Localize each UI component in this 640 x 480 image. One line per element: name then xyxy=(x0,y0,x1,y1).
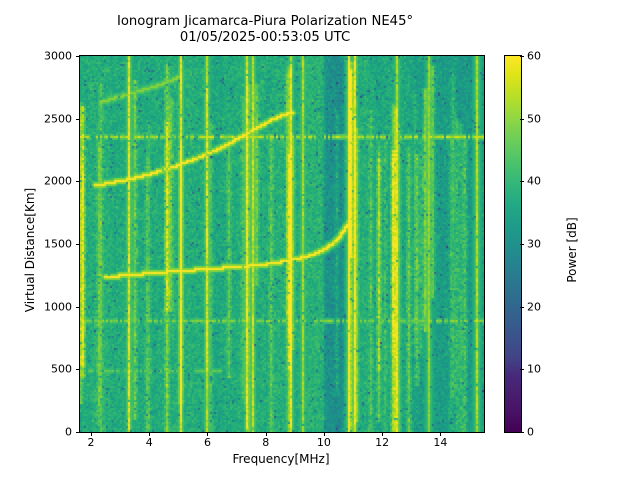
y-tick-label: 0 xyxy=(65,425,72,439)
x-tick-label: 8 xyxy=(262,436,270,449)
x-tick-mark xyxy=(207,432,209,436)
x-tick-mark xyxy=(440,432,442,436)
y-tick-label: 1000 xyxy=(44,300,72,314)
x-tick-label: 14 xyxy=(433,436,448,449)
x-tick-mark xyxy=(149,432,151,436)
x-tick-mark xyxy=(382,432,384,436)
colorbar-tick-label: 60 xyxy=(527,49,541,63)
x-tick-mark xyxy=(323,432,325,436)
colorbar-tick-mark xyxy=(520,432,524,433)
x-tick-label: 4 xyxy=(145,436,153,449)
colorbar-tick-label: 30 xyxy=(527,237,541,251)
colorbar-tick-label: 10 xyxy=(527,362,541,376)
x-tick-mark xyxy=(265,432,267,436)
y-axis-label: Virtual Distance[Km] xyxy=(23,187,37,313)
y-tick-label: 1500 xyxy=(44,237,72,251)
y-tick-mark xyxy=(75,369,79,371)
y-tick-label: 2500 xyxy=(44,112,72,126)
x-tick-mark xyxy=(91,432,93,436)
y-tick-mark xyxy=(75,118,79,120)
colorbar-tick-label: 20 xyxy=(527,300,541,314)
figure-title-line1: Ionogram Jicamarca-Piura Polarization NE… xyxy=(116,14,414,29)
y-tick-mark xyxy=(75,306,79,308)
figure-title-line2: 01/05/2025-00:53:05 UTC xyxy=(179,30,351,45)
ionogram-heatmap xyxy=(80,56,484,432)
colorbar-tick-mark xyxy=(520,306,524,308)
x-tick-label: 12 xyxy=(375,436,390,449)
y-tick-mark xyxy=(75,432,79,433)
x-axis-label: Frequency[MHz] xyxy=(232,452,330,466)
colorbar-tick-mark xyxy=(520,181,524,183)
x-tick-label: 6 xyxy=(203,436,211,449)
colorbar-tick-mark xyxy=(520,369,524,371)
colorbar-tick-mark xyxy=(520,244,524,245)
y-tick-mark xyxy=(75,181,79,183)
ionogram-plot-area xyxy=(79,55,485,433)
x-tick-label: 10 xyxy=(316,436,331,449)
x-tick-label: 2 xyxy=(87,436,95,449)
colorbar-tick-label: 0 xyxy=(527,425,534,439)
y-tick-label: 2000 xyxy=(44,174,72,188)
colorbar-tick-label: 50 xyxy=(527,112,541,126)
y-tick-label: 3000 xyxy=(44,49,72,63)
colorbar-tick-mark xyxy=(520,56,524,57)
y-tick-mark xyxy=(75,56,79,57)
colorbar-tick-label: 40 xyxy=(527,174,541,188)
y-tick-label: 500 xyxy=(51,362,72,376)
y-tick-mark xyxy=(75,244,79,245)
colorbar-label: Power [dB] xyxy=(565,217,579,283)
colorbar-tick-mark xyxy=(520,118,524,120)
figure-title: Ionogram Jicamarca-Piura Polarization NE… xyxy=(0,14,530,46)
